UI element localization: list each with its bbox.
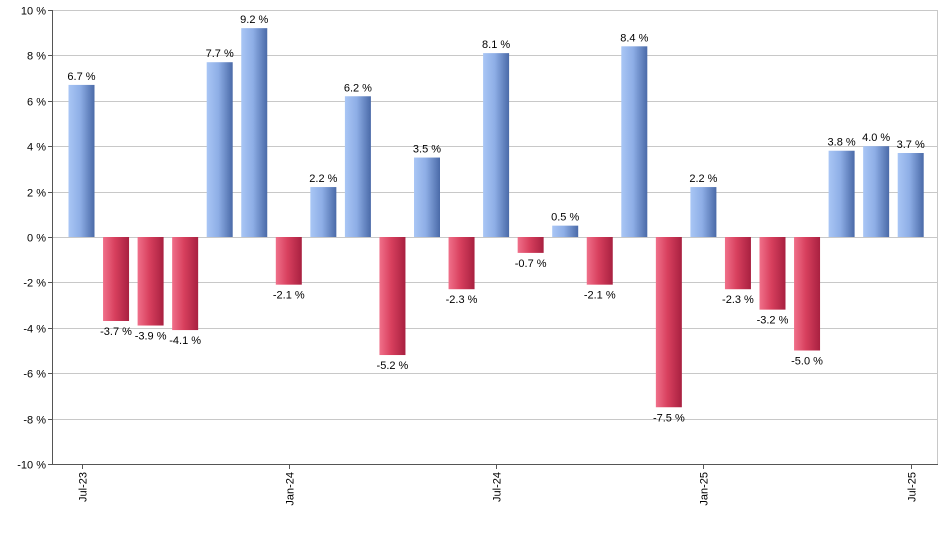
- data-label: 3.7 %: [897, 139, 925, 151]
- bar-apr-25: [794, 237, 821, 351]
- bar-feb-25: [724, 237, 751, 290]
- bar-may-25: [828, 150, 855, 237]
- data-label: -5.2 %: [377, 360, 409, 372]
- data-label: 6.2 %: [344, 82, 372, 94]
- bar-jan-25: [690, 187, 717, 237]
- bar-nov-24: [621, 46, 648, 237]
- data-label: -3.7 %: [100, 326, 132, 338]
- bar-sep-24: [552, 225, 579, 237]
- bar-jun-24: [448, 237, 475, 290]
- y-tick-label: 6 %: [27, 97, 46, 109]
- data-label: 4.0 %: [862, 132, 890, 144]
- y-tick-label: -8 %: [23, 415, 46, 427]
- x-tick-label: Jan-25: [699, 472, 711, 506]
- bar-oct-23: [172, 237, 199, 331]
- data-label: 9.2 %: [240, 14, 268, 26]
- data-label: 7.7 %: [206, 48, 234, 60]
- data-label: -2.1 %: [273, 290, 305, 302]
- data-label: 3.8 %: [828, 137, 856, 149]
- data-label: 2.2 %: [309, 173, 337, 185]
- data-label: -2.1 %: [584, 290, 616, 302]
- bar-aug-23: [103, 237, 130, 321]
- bar-mar-24: [344, 96, 371, 237]
- data-label: -4.1 %: [169, 335, 201, 347]
- data-label: -3.9 %: [135, 331, 167, 343]
- bar-apr-24: [379, 237, 406, 356]
- bar-jul-24: [483, 53, 510, 237]
- y-tick-label: -6 %: [23, 369, 46, 381]
- y-axis: 10 % 8 % 6 % 4 % 2 % 0 % -2 % -4 % -6 % -8 % -10 %: [17, 6, 53, 472]
- bar-jul-25: [897, 153, 924, 237]
- y-tick-label: 0 %: [27, 233, 46, 245]
- bar-dec-24: [655, 237, 682, 408]
- data-label: 0.5 %: [551, 212, 579, 224]
- bar-oct-24: [586, 237, 613, 285]
- bar-may-24: [414, 157, 440, 237]
- x-tick-label: Jul-23: [78, 472, 90, 502]
- x-axis: Jul-23 Jan-24 Jul-24 Jan-25 Jul-25: [52, 464, 938, 506]
- bar-feb-24: [310, 187, 337, 237]
- x-tick-label: Jan-24: [285, 472, 297, 506]
- bars: [68, 28, 924, 408]
- y-tick-label: -4 %: [23, 324, 46, 336]
- data-label: -5.0 %: [791, 356, 823, 368]
- data-label: -2.3 %: [722, 294, 754, 306]
- bar-jun-25: [863, 146, 890, 237]
- bar-mar-25: [759, 237, 786, 310]
- y-tick-label: 2 %: [27, 188, 46, 200]
- data-label: -0.7 %: [515, 258, 547, 270]
- data-label: 8.1 %: [482, 39, 510, 51]
- bar-jan-24: [275, 237, 302, 285]
- bar-dec-23: [241, 28, 268, 237]
- data-label: 3.5 %: [413, 144, 441, 156]
- bar-sep-23: [137, 237, 164, 326]
- data-label: -7.5 %: [653, 412, 685, 424]
- y-tick-label: -2 %: [23, 278, 46, 290]
- x-tick-label: Jul-25: [907, 472, 919, 502]
- y-tick-label: 10 %: [21, 6, 46, 18]
- data-labels: 6.7 % -3.7 % -3.9 % -4.1 % 7.7 % 9.2 % -2.1 % 2…: [67, 14, 925, 424]
- bar-aug-24: [517, 237, 544, 253]
- x-tick-label: Jul-24: [492, 472, 504, 502]
- bar-jul-23: [68, 84, 95, 237]
- y-tick-label: 4 %: [27, 142, 46, 154]
- data-label: 2.2 %: [689, 173, 717, 185]
- data-label: -3.2 %: [757, 315, 789, 327]
- y-tick-label: 8 %: [27, 51, 46, 63]
- y-tick-label: -10 %: [17, 460, 46, 472]
- data-label: 8.4 %: [620, 32, 648, 44]
- bar-nov-23: [206, 62, 233, 238]
- data-label: 6.7 %: [67, 71, 95, 83]
- data-label: -2.3 %: [446, 294, 478, 306]
